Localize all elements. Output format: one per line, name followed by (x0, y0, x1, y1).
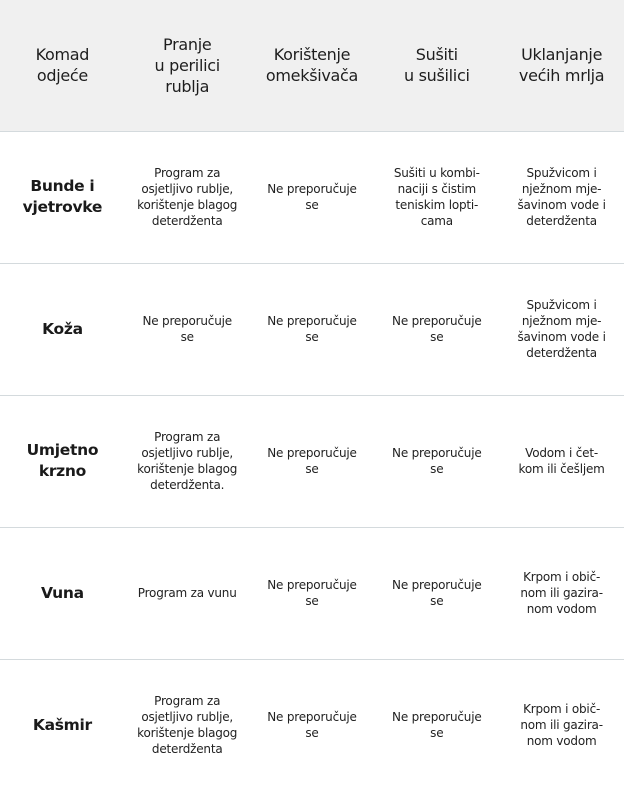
cell-dryer: Sušiti u kombi- naciji s čistim teniskim… (393, 166, 480, 228)
cell-washing: Ne preporučuje se (142, 314, 232, 344)
cell-dryer: Ne preporučuje se (392, 314, 482, 344)
header-softener: Korištenje omekšivača (265, 45, 359, 86)
cell-garment: Bunde i vjetrovke (22, 177, 103, 216)
cell-washing: Program za osjetljivo rublje, korištenje… (137, 694, 238, 757)
cell-washing: Program za osjetljivo rublje, korištenje… (137, 166, 238, 228)
cell-dryer: Ne preporučuje se (392, 578, 482, 608)
cell-dryer: Ne preporučuje se (392, 446, 482, 476)
cell-garment: Koža (42, 319, 83, 338)
cell-softener: Ne preporučuje se (267, 446, 357, 476)
table-row: Vuna Program za vunu Ne preporučuje se Ne p… (0, 527, 624, 659)
header-dryer: Sušiti u sušilici (403, 45, 470, 86)
cell-softener: Ne preporučuje se (267, 578, 357, 608)
cell-stain-removal: Krpom i obič- nom ili gazira- nom vodom (520, 570, 603, 616)
table-row: Koža Ne preporučuje se Ne preporučuje se Ne… (0, 263, 624, 395)
cell-softener: Ne preporučuje se (267, 182, 357, 212)
cell-dryer: Ne preporučuje se (392, 710, 482, 741)
cell-washing: Program za vunu (137, 586, 237, 600)
cell-stain-removal: Krpom i obič- nom ili gazira- nom vodom (520, 702, 603, 749)
header-stain-removal: Uklanjanje većih mrlja (518, 45, 605, 86)
cell-washing: Program za osjetljivo rublje, korištenje… (137, 430, 238, 492)
cell-stain-removal: Spužvicom i nježnom mje- šavinom vode i … (517, 166, 606, 228)
cell-softener: Ne preporučuje se (267, 314, 357, 344)
header-row: Komad odjeće Pranje u perilici rublja Ko… (0, 0, 624, 131)
table-row: Bunde i vjetrovke Program za osjetljivo r… (0, 131, 624, 263)
header-washing: Pranje u perilici rublja (154, 34, 221, 96)
cell-garment: Umjetno krzno (26, 441, 99, 480)
header-garment: Komad odjeće (35, 45, 90, 86)
cell-stain-removal: Spužvicom i nježnom mje- šavinom vode i … (517, 298, 606, 360)
cell-stain-removal: Vodom i čet- kom ili češljem (518, 446, 605, 476)
cell-garment: Kašmir (32, 715, 92, 734)
cell-softener: Ne preporučuje se (267, 710, 357, 741)
table-row: Kašmir Program za osjetljivo rublje, kori… (0, 659, 624, 791)
cell-garment: Vuna (41, 583, 84, 602)
table-row: Umjetno krzno Program za osjetljivo rublj… (0, 395, 624, 527)
